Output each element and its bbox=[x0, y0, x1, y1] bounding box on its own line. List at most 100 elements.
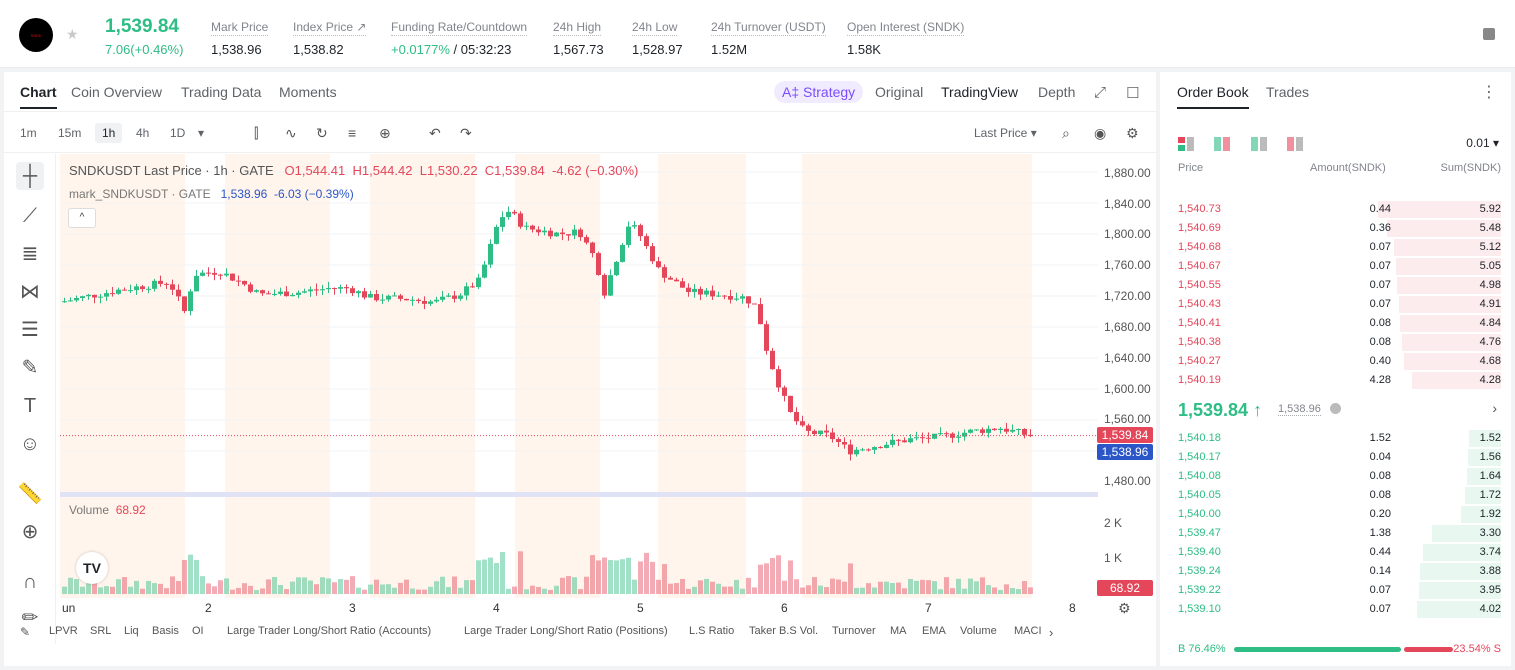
bid-row[interactable]: 1,540.05 0.08 1.72 bbox=[1160, 486, 1511, 505]
ind-ltlsr-accounts[interactable]: Large Trader Long/Short Ratio (Accounts) bbox=[227, 625, 432, 637]
bid-row[interactable]: 1,540.00 0.20 1.92 bbox=[1160, 505, 1511, 524]
chevron-right-icon[interactable]: › bbox=[1049, 625, 1054, 640]
layout-asks-icon[interactable] bbox=[1287, 136, 1304, 151]
ind-oi[interactable]: OI bbox=[192, 625, 204, 637]
bid-row[interactable]: 1,539.22 0.07 3.95 bbox=[1160, 581, 1511, 600]
row-price: 1,539.10 bbox=[1178, 603, 1221, 615]
bid-row[interactable]: 1,540.17 0.04 1.56 bbox=[1160, 448, 1511, 467]
more-icon[interactable]: ⋮ bbox=[1481, 84, 1497, 101]
view-tradingview[interactable]: TradingView bbox=[941, 84, 1019, 100]
mark-info-icon[interactable] bbox=[1330, 403, 1341, 414]
ask-row[interactable]: 1,540.73 0.44 5.92 bbox=[1160, 200, 1511, 219]
emoji-icon[interactable]: ☺ bbox=[19, 433, 41, 455]
view-depth[interactable]: Depth bbox=[1038, 84, 1076, 100]
window-icon[interactable]: ☐ bbox=[1126, 85, 1140, 102]
indicators-icon[interactable]: ∿ bbox=[285, 125, 297, 141]
bid-row[interactable]: 1,540.18 1.52 1.52 bbox=[1160, 429, 1511, 448]
precision-select[interactable]: 0.01 ▾ bbox=[1466, 136, 1499, 150]
camera-icon[interactable]: ◉ bbox=[1094, 125, 1107, 141]
channel-icon[interactable]: ≣ bbox=[21, 243, 39, 265]
ind-liq[interactable]: Liq bbox=[124, 625, 139, 637]
ask-row[interactable]: 1,540.38 0.08 4.76 bbox=[1160, 333, 1511, 352]
redo-icon[interactable]: ↷ bbox=[460, 125, 472, 141]
replay-icon[interactable]: ↻ bbox=[316, 125, 328, 141]
ask-row[interactable]: 1,540.68 0.07 5.12 bbox=[1160, 238, 1511, 257]
ruler-icon[interactable]: 📏 bbox=[17, 483, 43, 505]
ind-volume[interactable]: Volume bbox=[960, 625, 997, 637]
layout-both-icon[interactable] bbox=[1178, 136, 1194, 151]
layout-bids-icon[interactable] bbox=[1250, 136, 1267, 151]
search-icon[interactable]: ⌕ bbox=[1062, 125, 1070, 141]
ind-ls-ratio[interactable]: L.S Ratio bbox=[689, 625, 735, 637]
timeframe-15m[interactable]: 15m bbox=[58, 126, 82, 140]
candle-body bbox=[200, 272, 205, 276]
chevron-right-icon[interactable]: › bbox=[1492, 400, 1497, 416]
tab-coin-overview[interactable]: Coin Overview bbox=[71, 84, 163, 100]
ind-taker-bs[interactable]: Taker B.S Vol. bbox=[749, 625, 819, 637]
tab-trading-data[interactable]: Trading Data bbox=[181, 84, 262, 100]
ind-turnover[interactable]: Turnover bbox=[832, 625, 876, 637]
candle-body bbox=[506, 211, 511, 218]
bid-row[interactable]: 1,539.24 0.14 3.88 bbox=[1160, 562, 1511, 581]
tab-trades[interactable]: Trades bbox=[1266, 84, 1310, 100]
price-axis[interactable]: 1,880.00 1,840.00 1,800.00 1,760.00 1,72… bbox=[1098, 154, 1156, 644]
candle-body bbox=[440, 296, 445, 300]
price-chart[interactable] bbox=[60, 154, 1098, 644]
fib-icon[interactable]: ☰ bbox=[21, 319, 39, 341]
ask-row[interactable]: 1,540.55 0.07 4.98 bbox=[1160, 276, 1511, 295]
favorite-star-icon[interactable]: ★ bbox=[66, 26, 79, 42]
brush-icon[interactable]: ✎ bbox=[21, 357, 39, 379]
view-original[interactable]: Original bbox=[875, 84, 924, 100]
pencil-lock-icon[interactable]: ✏ bbox=[21, 607, 39, 629]
stat-index-price[interactable]: Index Price ↗ 1,538.82 bbox=[293, 20, 367, 57]
trendline-icon[interactable]: ⟋ bbox=[23, 205, 37, 227]
layout-split-icon[interactable] bbox=[1214, 136, 1231, 151]
templates-icon[interactable]: ≡ bbox=[348, 125, 357, 141]
timeframe-1m[interactable]: 1m bbox=[20, 126, 37, 140]
price-type-select[interactable]: Last Price ▾ bbox=[974, 126, 1037, 140]
ask-row[interactable]: 1,540.19 4.28 4.28 bbox=[1160, 371, 1511, 390]
ind-srl[interactable]: SRL bbox=[90, 625, 112, 637]
timeframe-1d[interactable]: 1D bbox=[170, 126, 186, 140]
timeframe-4h[interactable]: 4h bbox=[136, 126, 150, 140]
timeframe-1h[interactable]: 1h bbox=[95, 123, 123, 143]
ask-row[interactable]: 1,540.69 0.36 5.48 bbox=[1160, 219, 1511, 238]
ask-row[interactable]: 1,540.67 0.07 5.05 bbox=[1160, 257, 1511, 276]
ask-row[interactable]: 1,540.27 0.40 4.68 bbox=[1160, 352, 1511, 371]
text-tool-icon[interactable]: T bbox=[23, 395, 37, 417]
undo-icon[interactable]: ↶ bbox=[429, 125, 441, 141]
tab-moments[interactable]: Moments bbox=[279, 84, 337, 100]
expand-icon[interactable]: ⤢ bbox=[1094, 84, 1107, 101]
tab-order-book[interactable]: Order Book bbox=[1177, 84, 1249, 109]
row-sum: 3.74 bbox=[1479, 546, 1501, 558]
chart-settings-icon[interactable]: ⚙ bbox=[1118, 600, 1131, 616]
book-icon[interactable] bbox=[1483, 28, 1495, 40]
zoom-in-icon[interactable]: ⊕ bbox=[21, 521, 39, 543]
ask-row[interactable]: 1,540.43 0.07 4.91 bbox=[1160, 295, 1511, 314]
edit-icon[interactable]: ✎ bbox=[20, 625, 31, 639]
candle-type-icon[interactable]: ⫿ bbox=[254, 125, 259, 141]
strategy-button[interactable]: A‡ Strategy bbox=[774, 81, 864, 103]
bid-row[interactable]: 1,539.10 0.07 4.02 bbox=[1160, 600, 1511, 619]
candle-body bbox=[182, 296, 187, 312]
bid-row[interactable]: 1,540.08 0.08 1.64 bbox=[1160, 467, 1511, 486]
gear-icon[interactable]: ⚙ bbox=[1126, 125, 1139, 141]
bid-row[interactable]: 1,539.40 0.44 3.74 bbox=[1160, 543, 1511, 562]
collapse-legend-button[interactable]: ^ bbox=[68, 208, 96, 228]
ask-row[interactable]: 1,540.41 0.08 4.84 bbox=[1160, 314, 1511, 333]
add-alert-icon[interactable]: ⊕ bbox=[379, 125, 391, 141]
tab-chart[interactable]: Chart bbox=[20, 84, 57, 109]
timeframe-dropdown-icon[interactable]: ▾ bbox=[198, 126, 205, 140]
magnet-icon[interactable]: ∩ bbox=[22, 571, 38, 593]
time-axis[interactable]: un 2 3 4 5 6 7 8 bbox=[60, 598, 1098, 620]
ind-lpvr[interactable]: LPVR bbox=[49, 625, 78, 637]
bid-row[interactable]: 1,539.47 1.38 3.30 bbox=[1160, 524, 1511, 543]
ind-ltlsr-positions[interactable]: Large Trader Long/Short Ratio (Positions… bbox=[464, 625, 668, 637]
tradingview-logo[interactable]: TV bbox=[76, 552, 108, 584]
crosshair-icon[interactable]: ┼ bbox=[16, 162, 44, 190]
ind-macd[interactable]: MACI bbox=[1014, 625, 1042, 637]
pattern-icon[interactable]: ⋈ bbox=[20, 281, 40, 303]
ind-ema[interactable]: EMA bbox=[922, 625, 946, 637]
ind-ma[interactable]: MA bbox=[890, 625, 907, 637]
ind-basis[interactable]: Basis bbox=[152, 625, 179, 637]
